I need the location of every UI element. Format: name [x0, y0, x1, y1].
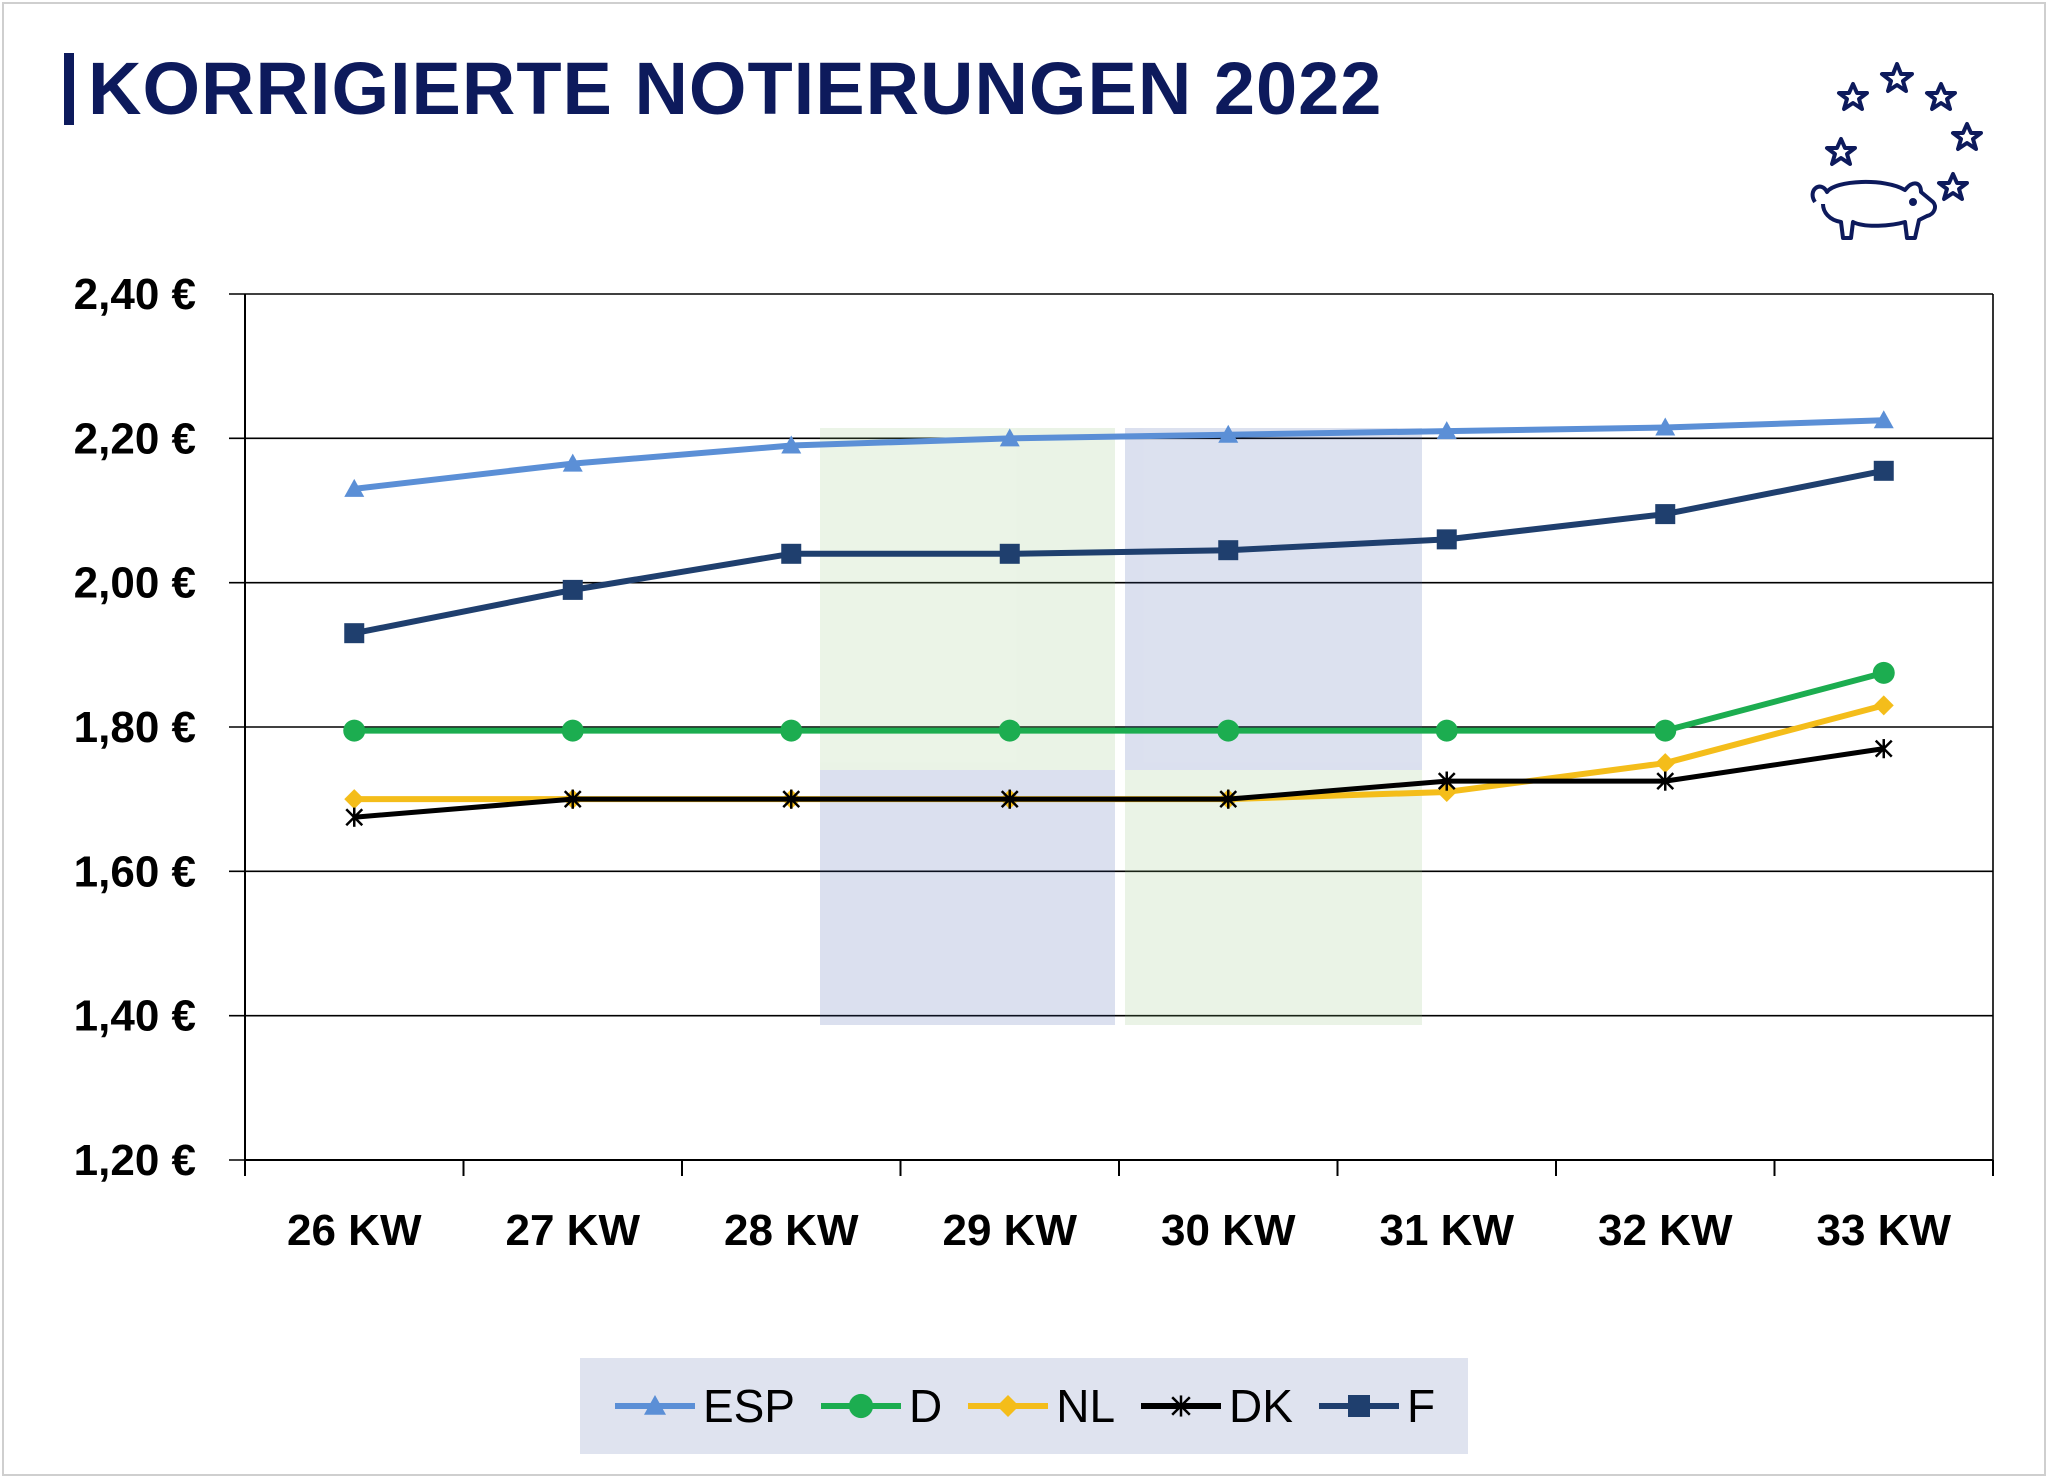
axes [244, 294, 1994, 1176]
x-tick-label: 26 KW [287, 1206, 422, 1255]
x-tick-label: 30 KW [1161, 1206, 1296, 1255]
data-point-esp [344, 478, 365, 497]
x-tick-label: 27 KW [506, 1206, 641, 1255]
legend-item-nl: NL [966, 1379, 1115, 1433]
legend-label: F [1406, 1380, 1436, 1432]
legend-item-dk: DK [1139, 1379, 1293, 1433]
data-point-f [1436, 529, 1457, 550]
data-point-esp [1873, 410, 1894, 429]
pig-with-stars-icon [1810, 62, 1983, 240]
data-point-d [1872, 661, 1895, 684]
data-point-dk [1219, 789, 1238, 809]
data-point-f [1218, 540, 1239, 561]
legend-swatch [820, 1393, 901, 1419]
x-tick-label: 31 KW [1380, 1206, 1515, 1255]
legend-label: D [908, 1380, 943, 1432]
data-point-f [1873, 460, 1894, 481]
legend-label: NL [1056, 1380, 1116, 1432]
legend-label: DK [1229, 1380, 1293, 1432]
data-point-nl [344, 789, 365, 810]
legend-swatch [968, 1395, 1049, 1417]
data-point-esp [1218, 424, 1239, 443]
data-point-esp [1436, 421, 1457, 440]
data-point-f [1655, 504, 1676, 525]
y-tick-label: 2,00 € [74, 559, 196, 608]
y-tick-label: 2,20 € [74, 414, 196, 463]
data-point-nl [1873, 695, 1894, 716]
data-point-dk [1437, 771, 1456, 791]
data-point-d [343, 719, 366, 742]
isn-watermark [820, 428, 1422, 1025]
y-tick-label: 1,20 € [74, 1136, 196, 1185]
data-point-dk [345, 807, 364, 827]
data-point-dk [1000, 789, 1019, 809]
title-accent-bar [64, 53, 74, 125]
data-point-nl [1655, 753, 1676, 774]
legend-item-f: F [1317, 1379, 1435, 1433]
series-line-esp [353, 417, 1884, 492]
data-point-d [1217, 719, 1240, 742]
y-tick-label: 1,80 € [74, 703, 196, 752]
x-tick-label: 32 KW [1598, 1206, 1733, 1255]
legend-label: ESP [702, 1380, 795, 1432]
legend-item-esp: ESP [613, 1379, 795, 1433]
x-tick-label: 28 KW [724, 1206, 859, 1255]
data-point-f [999, 543, 1020, 564]
data-point-d [780, 719, 803, 742]
data-point-f [562, 579, 583, 600]
data-point-f [344, 623, 365, 644]
y-tick-label: 1,60 € [74, 847, 196, 896]
y-tick-label: 2,40 € [74, 270, 196, 319]
data-point-dk [1656, 771, 1675, 791]
series-line-dk [354, 746, 1885, 820]
data-point-d [561, 719, 584, 742]
title-block: KORRIGIERTE NOTIERUNGEN 2022 [64, 52, 1382, 126]
series [343, 410, 1895, 827]
data-point-dk [563, 789, 582, 809]
series-line-nl [354, 702, 1885, 803]
data-point-esp [1655, 417, 1676, 436]
legend-swatch [614, 1395, 695, 1415]
x-tick-label: 33 KW [1817, 1206, 1952, 1255]
data-point-d [998, 719, 1021, 742]
series-line-d [354, 669, 1885, 734]
data-point-esp [999, 428, 1020, 447]
data-point-d [1435, 719, 1458, 742]
legend-swatch [1318, 1395, 1399, 1417]
legend-item-d: D [819, 1379, 942, 1433]
series-line-f [353, 467, 1885, 637]
x-axis-labels: 26 KW 27 KW 28 KW 29 KW 30 KW 31 KW 32 KW 33 KW [287, 1206, 1951, 1255]
page-title: KORRIGIERTE NOTIERUNGEN 2022 [88, 47, 1383, 130]
data-point-f [781, 543, 802, 564]
data-point-dk [1874, 739, 1893, 759]
legend: ESP D NL DK F [580, 1358, 1468, 1454]
y-tick-label: 1,40 € [74, 992, 196, 1041]
data-point-dk [782, 789, 801, 809]
data-point-esp [562, 453, 583, 472]
data-point-d [1654, 719, 1677, 742]
data-point-esp [781, 435, 802, 454]
y-axis-labels: 1,20 € 1,40 € 1,60 € 1,80 € 2,00 € 2,20 € 2,40… [74, 270, 196, 1185]
x-tick-label: 29 KW [943, 1206, 1078, 1255]
legend-swatch [1141, 1395, 1222, 1417]
